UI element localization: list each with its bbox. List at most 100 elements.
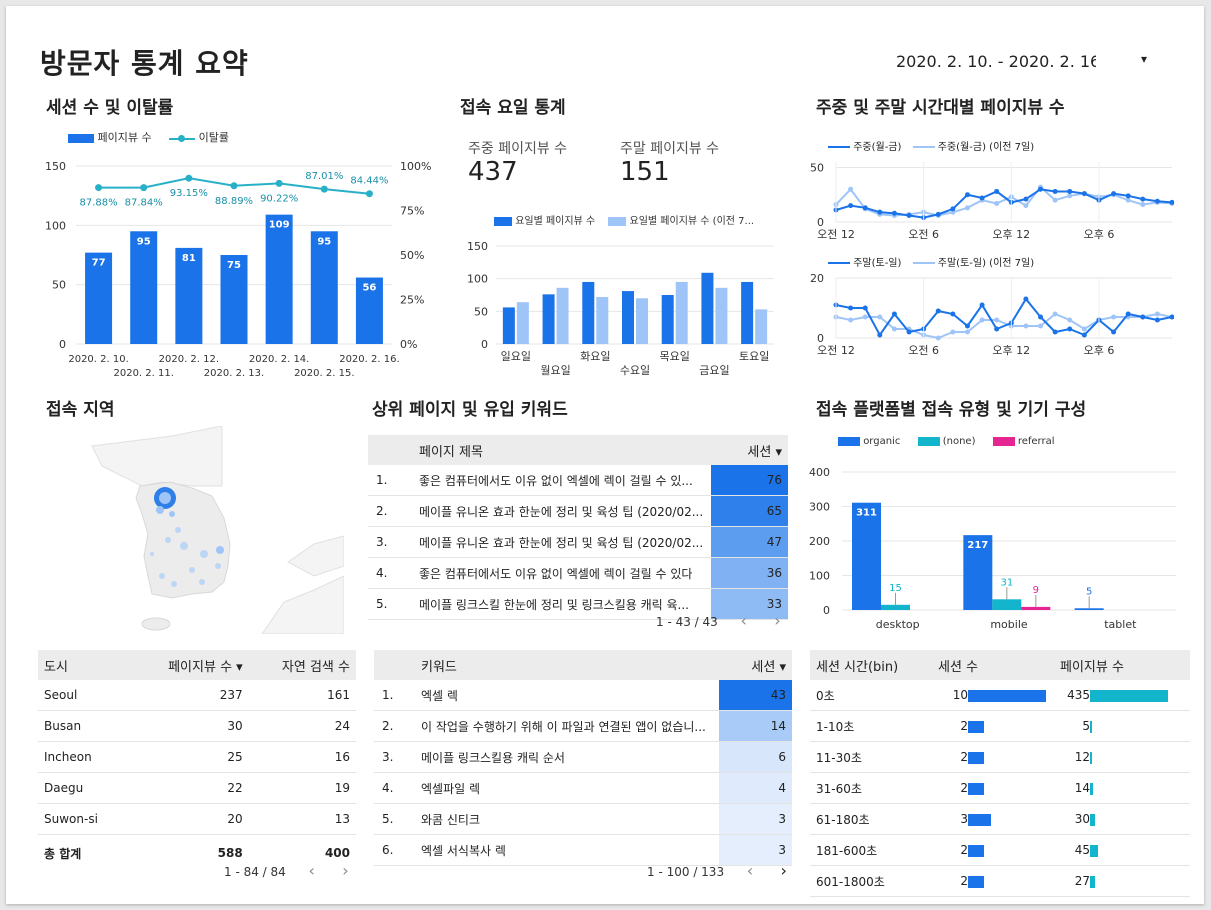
session-count-value: 2 (960, 874, 968, 888)
col-pageviews-sort[interactable]: 페이지뷰 수 ▾ (129, 650, 244, 680)
current-point (1111, 191, 1117, 197)
col-bin-pageviews[interactable]: 페이지뷰 수 (1059, 650, 1190, 680)
x-tick-label: 금요일 (699, 363, 729, 377)
bar-data-label: 75 (227, 260, 241, 271)
next-page-button[interactable]: › (774, 611, 781, 630)
table-row[interactable]: 0초 10 435 (810, 680, 1190, 711)
sessions-cell: 65 (711, 495, 788, 527)
sessions-cell: 47 (711, 526, 788, 558)
table-row[interactable]: Seoul 237 161 (38, 680, 356, 711)
col-session-bin[interactable]: 세션 시간(bin) (810, 650, 937, 680)
table-row[interactable]: Incheon 25 16 (38, 741, 356, 773)
bin-pageviews-bar (1090, 844, 1098, 857)
legend-weekday: 요일별 페이지뷰 수 (515, 216, 596, 227)
y-tick-label: 100 (809, 570, 830, 583)
keyword-cell: 메이플 링크스킬용 캐릭 순서 (420, 741, 719, 773)
bin-pageviews-cell: 435 (1059, 680, 1190, 711)
table-row[interactable]: Suwon-si 20 13 (38, 803, 356, 835)
x-tick-label: 오후 6 (1084, 228, 1115, 241)
table-row[interactable]: 5. 와콤 신티크 3 (374, 803, 792, 835)
table-row[interactable]: 4. 좋은 컴퓨터에서도 이유 없이 엑셀에 렉이 걸릴 수 있다 36 (368, 557, 788, 589)
table-row[interactable]: 2. 메이플 유니온 효과 한눈에 정리 및 육성 팁 (2020/02... … (368, 495, 788, 527)
table-row[interactable]: 61-180초 3 30 (810, 803, 1190, 835)
table-row[interactable]: 6. 엑셀 서식복사 렉 3 (374, 834, 792, 866)
next-page-button[interactable]: › (780, 861, 787, 880)
table-row[interactable]: 3. 메이플 유니온 효과 한눈에 정리 및 육성 팁 (2020/02... … (368, 526, 788, 558)
bounce-point (275, 179, 283, 187)
bar (1074, 608, 1104, 610)
table-row[interactable]: 4. 엑셀파일 렉 4 (374, 772, 792, 804)
table-row[interactable]: 3. 메이플 링크스킬용 캐릭 순서 6 (374, 741, 792, 773)
table-row[interactable]: Busan 30 24 (38, 710, 356, 742)
city-cell: Suwon-si (38, 803, 130, 835)
table-row[interactable]: 11-30초 2 12 (810, 741, 1190, 773)
current-point (1081, 191, 1087, 197)
sessions-cell: 43 (719, 680, 792, 711)
row-index: 6. (374, 834, 420, 866)
x-tick-label: 오전 12 (817, 228, 855, 241)
col-session-count[interactable]: 세션 수 (937, 650, 1059, 680)
table-row[interactable]: 2. 이 작업을 수행하기 위해 이 파일과 연결된 앱이 없습니... 14 (374, 710, 792, 742)
table-row[interactable]: 601-1800초 2 27 (810, 865, 1190, 897)
current-point (1038, 314, 1044, 320)
bin-cell: 601-1800초 (810, 865, 937, 897)
weekday-hourly-legend: 주중(월-금) 주중(월-금) (이전 7일) (828, 138, 1034, 153)
prev-page-button[interactable]: ‹ (740, 611, 747, 630)
previous-point (964, 329, 970, 335)
bin-pageviews-value: 27 (1074, 874, 1090, 888)
bounce-data-label: 88.89% (215, 196, 253, 207)
table-row[interactable]: 31-60초 2 14 (810, 772, 1190, 804)
prev-page-button[interactable]: ‹ (746, 861, 754, 880)
current-point (848, 203, 854, 209)
y-tick-label: 50 (52, 279, 66, 292)
bar-prev (715, 287, 728, 344)
bar (701, 272, 714, 344)
sessions-chart: 150 100 50 0 100% 75% 50% 25% 0% 77 95 81 75 109 95 56 8… (45, 160, 431, 379)
bar (852, 502, 881, 610)
y2-tick-label: 100% (400, 160, 431, 173)
date-range-picker[interactable]: 2020. 2. 10. - 2020. 2. 16. ▾ (896, 52, 1147, 78)
table-row[interactable]: 5. 메이플 링크스킬 한눈에 정리 및 링크스킬용 캐릭 육... 33 (368, 588, 788, 620)
current-point (1154, 317, 1160, 323)
session-count-cell: 2 (937, 865, 1059, 897)
table-row[interactable]: 1. 좋은 컴퓨터에서도 이유 없이 엑셀에 렉이 걸릴 수 있... 76 (368, 465, 788, 496)
col-sessions-sort[interactable]: 세션 ▾ (711, 435, 788, 465)
col-city[interactable]: 도시 (38, 650, 130, 680)
next-page-button[interactable]: › (342, 861, 349, 880)
page-title-cell: 좋은 컴퓨터에서도 이유 없이 엑셀에 렉이 걸릴 수 있... (418, 465, 711, 496)
table-row[interactable]: 181-600초 2 45 (810, 834, 1190, 866)
previous-point (964, 205, 970, 211)
current-point (891, 210, 897, 216)
bounce-point (95, 184, 103, 192)
weekday-scorecard-label: 주중 페이지뷰 수 (468, 141, 568, 157)
bounce-point (140, 184, 148, 192)
bounce-point (185, 174, 193, 182)
bin-pageviews-cell: 45 (1059, 834, 1190, 866)
y-tick-label: 0 (823, 604, 830, 617)
col-page-title[interactable]: 페이지 제목 (418, 435, 711, 465)
platform-legend: organic (none) referral (838, 436, 1055, 447)
row-index: 2. (374, 710, 420, 742)
legend-swatch-weekday-prev (608, 216, 627, 226)
table-row[interactable]: 1. 엑셀 렉 43 (374, 680, 792, 711)
table-row[interactable]: Daegu 22 19 (38, 772, 356, 804)
col-organic[interactable]: 자연 검색 수 (243, 650, 356, 680)
current-point (935, 308, 941, 314)
bar-data-label: 95 (317, 236, 331, 247)
korea-map[interactable] (52, 426, 344, 634)
y2-tick-label: 75% (400, 205, 424, 218)
prev-page-button[interactable]: ‹ (308, 861, 315, 880)
bounce-data-label: 84.44% (350, 176, 388, 187)
organic-cell: 16 (243, 741, 356, 773)
legend-line-weekend (828, 262, 850, 264)
y-tick-label: 20 (810, 272, 824, 285)
table-row[interactable]: 1-10초 2 5 (810, 710, 1190, 742)
session-count-value: 2 (960, 843, 968, 857)
legend-line-weekday-prev (912, 146, 935, 148)
col-sessions-sort[interactable]: 세션 ▾ (719, 650, 792, 680)
city-cell: Daegu (38, 772, 130, 804)
col-keyword[interactable]: 키워드 (420, 650, 719, 680)
legend-weekday-hourly-prev: 주중(월-금) (이전 7일) (937, 142, 1035, 153)
bin-pageviews-bar (1090, 782, 1093, 795)
pageviews-cell: 30 (129, 710, 244, 742)
